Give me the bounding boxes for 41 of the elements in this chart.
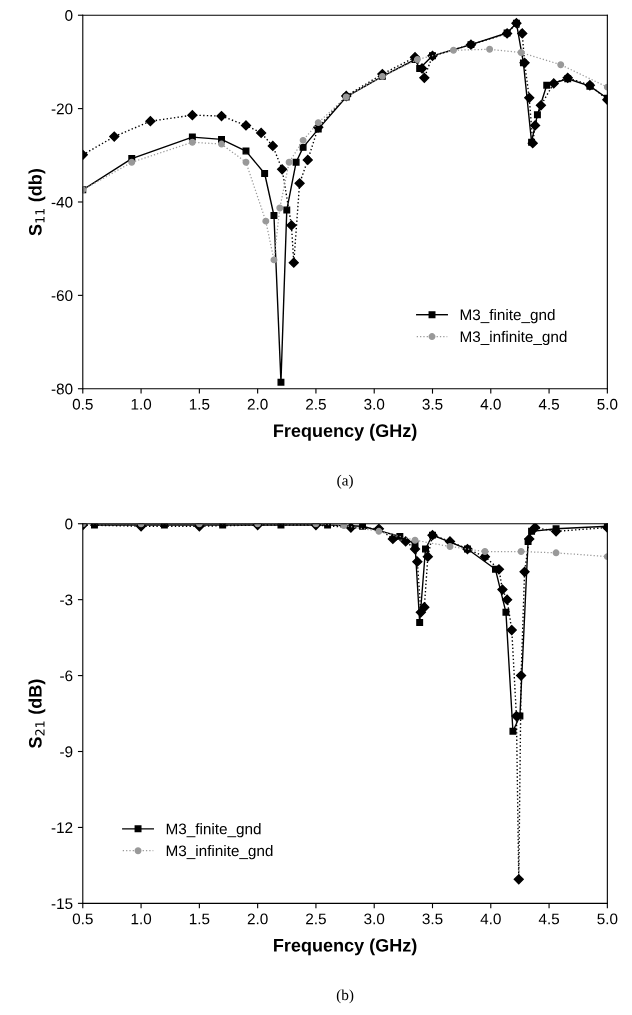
x-tick-label: 2.0 bbox=[247, 913, 268, 925]
y-tick-label: 0 bbox=[65, 10, 73, 21]
x-tick-label: 4.5 bbox=[538, 913, 560, 925]
legend-label: M3_infinite_gnd bbox=[460, 330, 567, 346]
y-axis-title: S$_{21}$ (dB) bbox=[28, 679, 46, 749]
x-tick-label: 4.0 bbox=[480, 398, 501, 410]
x-tick-label: 3.5 bbox=[422, 913, 443, 925]
y-tick-label: 0 bbox=[65, 518, 73, 530]
y-tick-label: -60 bbox=[51, 290, 73, 302]
y-tick-label: -80 bbox=[51, 383, 73, 395]
text: (a) bbox=[337, 474, 353, 489]
x-tick-label: 1.5 bbox=[189, 913, 210, 925]
x-tick-label: 5.0 bbox=[597, 913, 618, 925]
y-tick-label: -6 bbox=[60, 670, 73, 682]
x-tick-label: 0.5 bbox=[72, 398, 93, 410]
y-tick-label: -12 bbox=[51, 822, 73, 833]
x-axis-title: Frequency (GHz) bbox=[274, 423, 417, 441]
legend-label: M3_finite_gnd bbox=[166, 823, 261, 838]
y-tick-label: -3 bbox=[60, 594, 73, 606]
x-tick-label: 2.5 bbox=[306, 913, 326, 925]
x-tick-label: 1.5 bbox=[189, 399, 210, 410]
y-tick-label: -15 bbox=[51, 898, 73, 910]
legend-label: M3_infinite_gnd bbox=[166, 844, 273, 860]
text: (b) bbox=[336, 989, 354, 1004]
y-tick-label: -40 bbox=[51, 196, 73, 208]
x-axis-title: Frequency (GHz) bbox=[274, 938, 417, 956]
x-tick-label: 2.5 bbox=[306, 398, 326, 410]
x-tick-label: 1.0 bbox=[131, 398, 152, 410]
x-tick-label: 0.5 bbox=[72, 913, 93, 925]
x-tick-label: 3.5 bbox=[422, 398, 443, 410]
x-tick-label: 5.0 bbox=[597, 398, 618, 410]
y-axis-title: S$_{11}$ (db) bbox=[28, 169, 46, 236]
x-tick-label: 3.0 bbox=[364, 398, 385, 410]
x-tick-label: 1.0 bbox=[131, 913, 152, 925]
x-tick-label: 4.0 bbox=[480, 913, 501, 925]
y-tick-label: -20 bbox=[51, 103, 73, 115]
x-tick-label: 4.5 bbox=[538, 399, 560, 410]
x-tick-label: 3.0 bbox=[364, 913, 385, 925]
x-tick-label: 2.0 bbox=[247, 398, 268, 410]
legend-label: M3_finite_gnd bbox=[460, 308, 555, 324]
y-tick-label: -9 bbox=[60, 746, 73, 758]
